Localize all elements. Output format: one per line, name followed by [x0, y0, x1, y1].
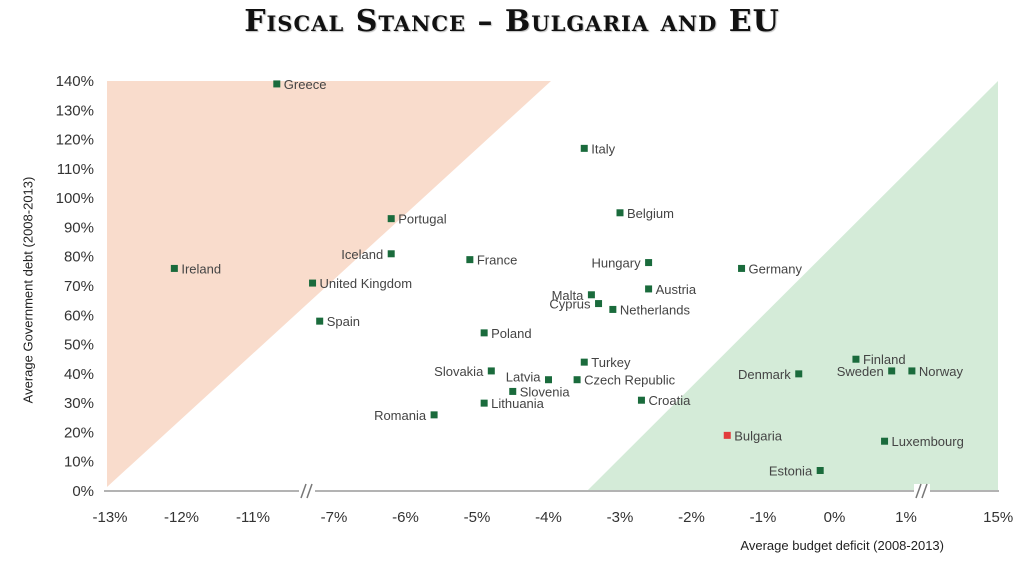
x-tick-label: 1%	[895, 509, 917, 526]
data-point-marker	[509, 387, 517, 395]
data-point-label: Germany	[749, 261, 803, 276]
data-point-label: Croatia	[648, 393, 691, 408]
data-point-label: Denmark	[738, 367, 791, 382]
x-tick-label: -13%	[92, 509, 127, 526]
x-tick-label: -11%	[236, 509, 270, 526]
data-point-label: Slovakia	[434, 364, 484, 379]
data-point-marker	[908, 367, 916, 375]
data-point-label: Hungary	[591, 256, 641, 271]
data-point-label: Portugal	[398, 212, 447, 227]
data-point-label: Sweden	[837, 364, 884, 379]
x-tick-label: -5%	[464, 509, 491, 526]
x-tick-label: -7%	[321, 509, 348, 526]
data-point-marker	[637, 396, 645, 404]
data-point-label: Greece	[284, 77, 327, 92]
data-point-label: Slovenia	[520, 384, 571, 399]
data-point-marker	[545, 376, 552, 384]
data-point-marker	[587, 291, 595, 299]
data-point-label: Cyprus	[549, 297, 591, 312]
x-tick-label: -1%	[750, 509, 777, 526]
data-point-label: Romania	[374, 408, 427, 423]
data-point-marker	[387, 250, 395, 258]
data-point-label: Czech Republic	[584, 373, 676, 388]
y-tick-label: 70%	[64, 278, 94, 295]
data-point-label: Austria	[656, 282, 697, 297]
axis-break-right	[914, 483, 930, 499]
data-point-marker	[816, 467, 824, 474]
y-tick-label: 80%	[64, 249, 94, 266]
data-point-marker	[595, 300, 603, 308]
chart-title: Fiscal Stance – Bulgaria and EU	[244, 4, 780, 39]
data-point-marker	[316, 317, 324, 325]
y-tick-label: 10%	[64, 454, 94, 471]
data-point-marker	[273, 80, 281, 88]
data-point-label: Malta	[552, 288, 585, 303]
data-point-label: Norway	[919, 364, 964, 379]
data-point-label: United Kingdom	[320, 276, 413, 291]
y-tick-label: 40%	[64, 366, 94, 383]
y-tick-label: 140%	[56, 73, 94, 90]
high-risk-zone	[107, 81, 551, 487]
x-tick-label: 0%	[824, 509, 846, 526]
data-point-marker	[609, 305, 617, 313]
data-point-marker	[580, 144, 588, 152]
y-tick-label: 120%	[56, 132, 94, 149]
data-point-marker	[487, 367, 495, 375]
x-tick-label: -2%	[678, 509, 705, 526]
data-point-marker	[738, 264, 746, 272]
data-point-label: Estonia	[769, 464, 813, 479]
data-point-marker	[888, 367, 896, 375]
data-point-marker	[852, 355, 860, 363]
x-tick-label: -4%	[535, 509, 562, 526]
x-tick-label: 15%	[983, 509, 1013, 526]
safe-zone	[588, 81, 998, 490]
data-point-label: Spain	[327, 314, 360, 329]
x-tick-label: -3%	[607, 509, 634, 526]
data-point-marker	[881, 437, 889, 445]
y-tick-label: 30%	[64, 395, 94, 412]
data-point-marker	[430, 411, 438, 419]
axis-break-left	[299, 483, 315, 499]
data-point-label: Netherlands	[620, 302, 691, 317]
data-point-marker	[645, 285, 653, 293]
y-tick-label: 130%	[56, 102, 94, 119]
data-point-marker	[573, 376, 581, 384]
data-point-marker	[387, 215, 395, 223]
data-point-label: Bulgaria	[734, 428, 782, 443]
y-tick-label: 0%	[72, 483, 94, 500]
data-point-marker	[309, 279, 317, 287]
data-point-marker	[645, 259, 653, 267]
data-point-label: Finland	[863, 352, 906, 367]
data-point-label: Lithuania	[491, 396, 545, 411]
y-tick-label: 20%	[64, 424, 94, 441]
data-point-label: Latvia	[506, 370, 541, 385]
data-point-marker	[480, 399, 488, 407]
data-point-marker	[466, 256, 474, 264]
data-point-label: Poland	[491, 326, 531, 341]
y-tick-label: 110%	[57, 161, 94, 178]
data-point-marker	[580, 358, 588, 366]
data-point-marker	[795, 370, 803, 378]
y-tick-label: 50%	[64, 337, 94, 354]
x-tick-label: -6%	[392, 509, 419, 526]
data-point-label: France	[477, 253, 517, 268]
x-tick-label: -12%	[164, 509, 199, 526]
data-point-label: Luxembourg	[892, 434, 964, 449]
y-tick-label: 90%	[64, 219, 94, 236]
y-tick-label: 100%	[56, 190, 94, 207]
data-point-label: Belgium	[627, 206, 674, 221]
data-point-label: Iceland	[341, 247, 383, 262]
data-point-label: Italy	[591, 141, 615, 156]
data-point-marker	[723, 431, 731, 439]
data-point-marker	[170, 264, 178, 272]
data-point-marker	[616, 209, 624, 217]
data-point-label: Ireland	[181, 261, 221, 276]
data-point-marker	[480, 329, 488, 337]
y-tick-label: 60%	[64, 307, 94, 324]
x-axis-label: Average budget deficit (2008-2013)	[740, 538, 944, 553]
data-point-label: Turkey	[591, 355, 631, 370]
